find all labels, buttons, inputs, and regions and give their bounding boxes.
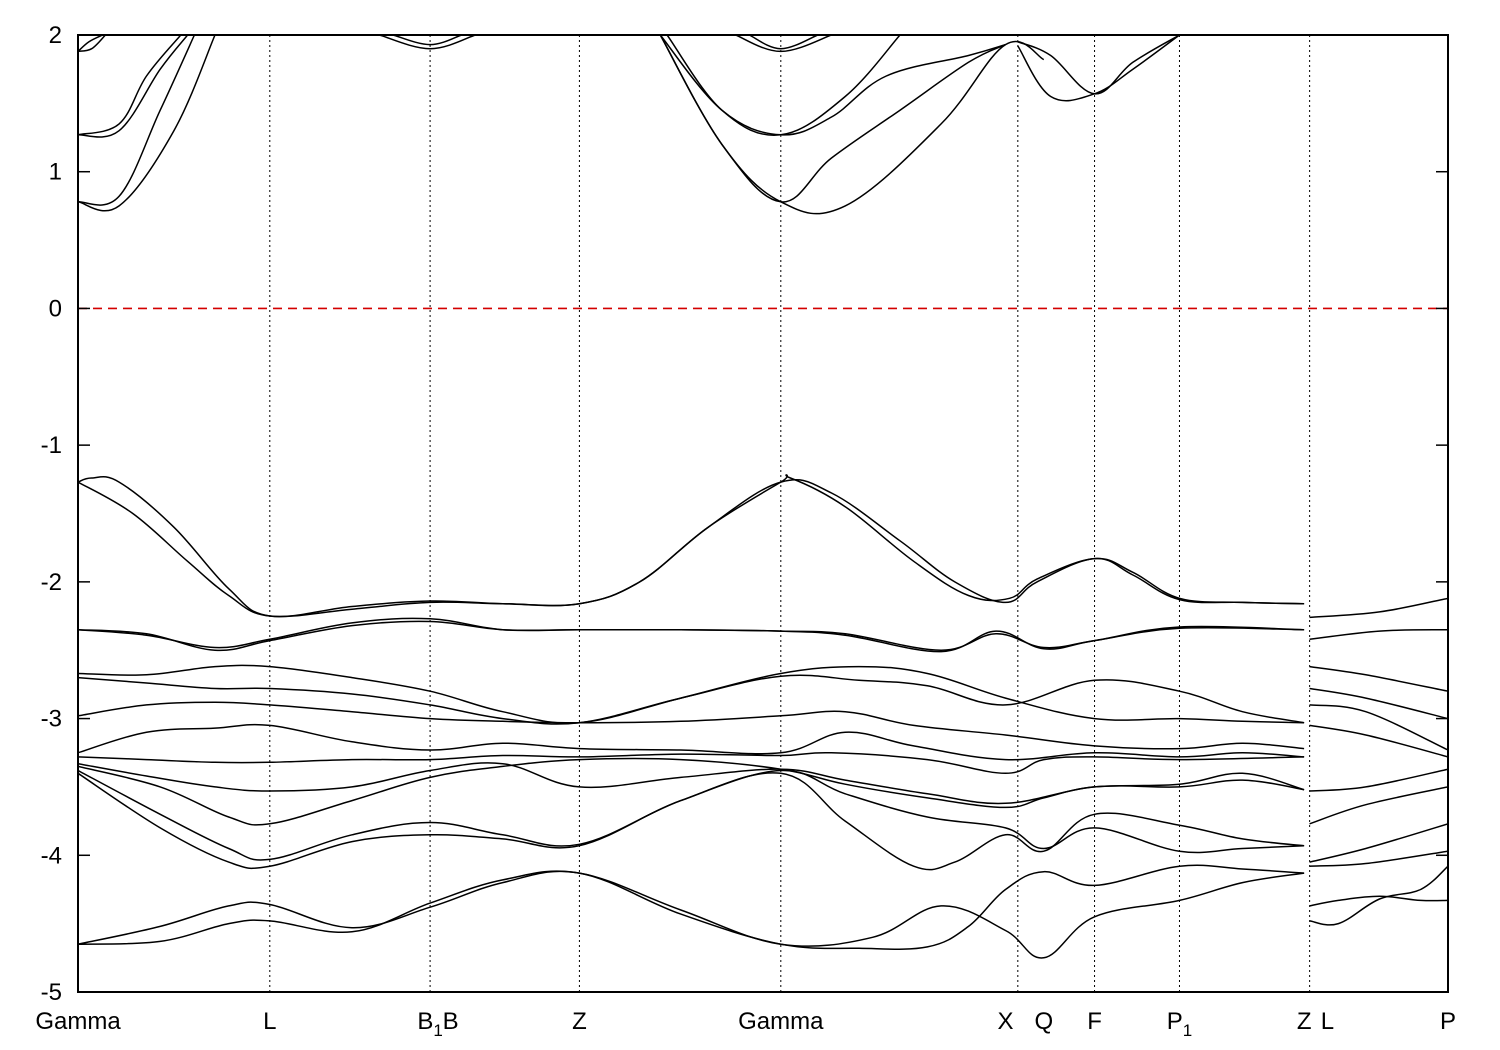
x-axis: Gamma L B1 B Z Gamma X Q F P1 Z L P <box>35 1008 1456 1040</box>
band-line <box>78 35 189 138</box>
y-tick-label: -5 <box>41 979 62 1006</box>
band-line <box>78 757 1305 826</box>
x-tick-label: P <box>1440 1008 1456 1035</box>
y-tick-label: 0 <box>49 295 62 322</box>
band-line <box>1309 823 1448 863</box>
y-tick-label: -2 <box>41 569 62 596</box>
band-line <box>1309 724 1448 758</box>
band-line <box>78 35 104 52</box>
band-line <box>78 478 1305 618</box>
band-line <box>735 35 832 53</box>
band-line <box>1309 704 1448 751</box>
band-line <box>392 35 462 46</box>
x-tick-label: L <box>263 1008 276 1035</box>
band-line <box>1309 895 1448 907</box>
band-line <box>78 769 1305 861</box>
band-line <box>78 701 1305 750</box>
x-tick-subscript: 1 <box>1183 1021 1192 1040</box>
x-tick-label: Gamma <box>738 1008 824 1035</box>
band-line <box>78 870 1305 959</box>
band-line <box>78 664 1305 724</box>
band-line <box>78 474 1305 618</box>
plot-frame <box>77 34 1449 993</box>
x-tick-label: Q <box>1035 1008 1054 1035</box>
band-line <box>666 35 901 136</box>
x-tick-label: B <box>443 1008 459 1035</box>
band-line <box>1017 35 1180 95</box>
y-tick-label: -4 <box>41 842 62 869</box>
y-tick-label: 1 <box>49 159 62 186</box>
y-tick-label: -1 <box>41 432 62 459</box>
high-symmetry-lines <box>269 35 1311 992</box>
band-line <box>1017 35 1180 102</box>
bands <box>78 35 1448 959</box>
band-line <box>1309 628 1448 641</box>
band-line <box>1309 597 1448 619</box>
x-tick-label: P1 <box>1167 1008 1192 1040</box>
band-line <box>78 751 1305 775</box>
band-line <box>659 35 1045 215</box>
band-line <box>78 35 196 206</box>
band-line <box>379 35 476 50</box>
x-tick-label: X <box>997 1008 1013 1035</box>
x-tick-label: Z <box>1297 1008 1312 1035</box>
band-line <box>78 864 1305 950</box>
band-line <box>1309 786 1448 825</box>
band-line <box>1309 865 1448 926</box>
y-tick-label: -3 <box>41 706 62 733</box>
band-line <box>78 35 182 136</box>
band-line <box>1309 665 1448 692</box>
band-line <box>1309 768 1448 792</box>
band-line <box>1309 850 1448 867</box>
band-line <box>78 617 1305 653</box>
band-line <box>659 35 1006 203</box>
x-tick-label: F <box>1087 1008 1102 1035</box>
band-line <box>78 35 216 212</box>
band-line <box>1309 687 1448 720</box>
x-tick-label: B1 <box>417 1008 442 1040</box>
y-tick-label: 2 <box>49 22 62 49</box>
band-line <box>78 35 106 53</box>
band-line <box>78 674 1305 725</box>
x-tick-label: Z <box>572 1008 587 1035</box>
band-line <box>748 35 819 50</box>
band-line <box>78 772 1305 871</box>
x-tick-label: L <box>1321 1008 1334 1035</box>
x-tick-label: Gamma <box>35 1008 121 1035</box>
band-line <box>78 723 1305 761</box>
x-tick-subscript: 1 <box>433 1021 442 1040</box>
band-line <box>659 35 1006 136</box>
